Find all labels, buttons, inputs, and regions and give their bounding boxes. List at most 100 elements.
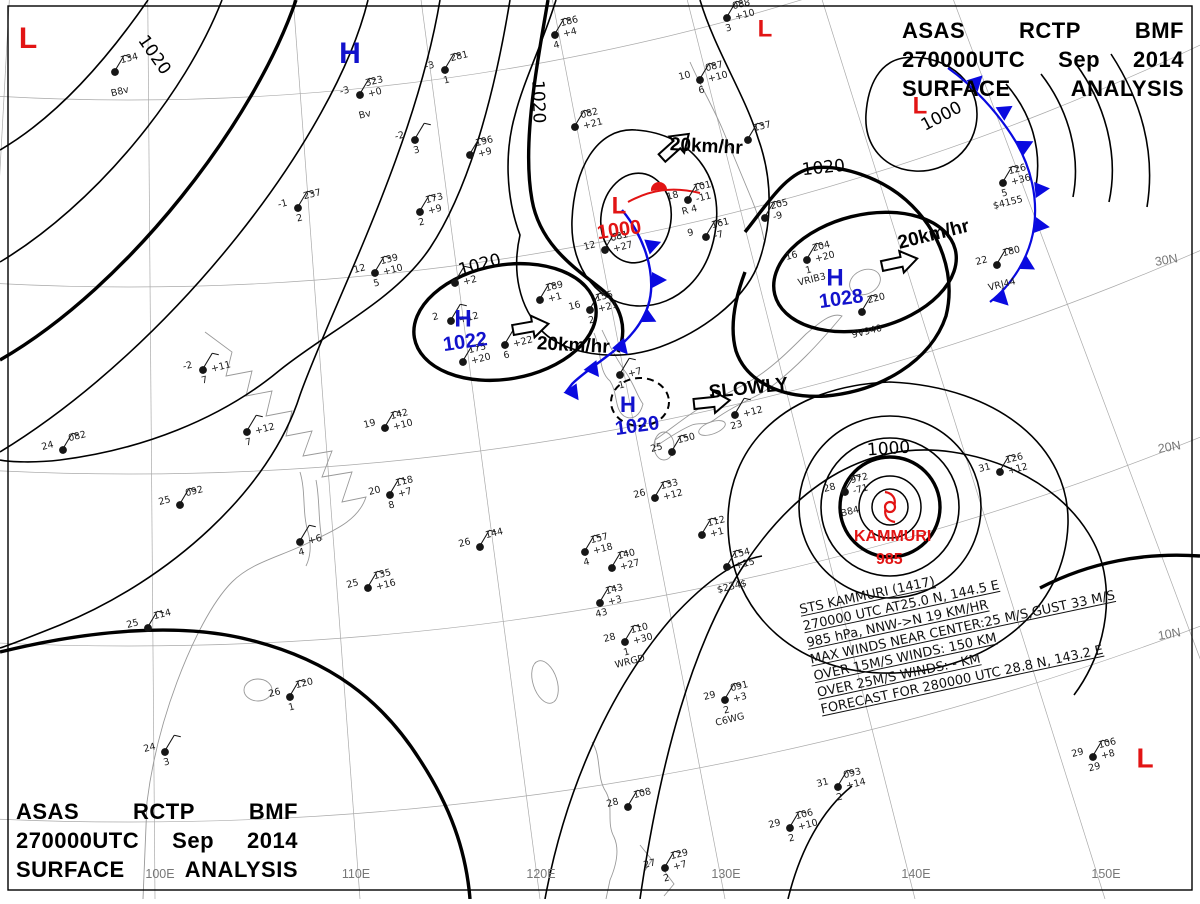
station-value: +10 bbox=[382, 262, 404, 278]
wind-barb-icon bbox=[620, 357, 636, 372]
station-plot: 196+9 bbox=[466, 134, 494, 160]
station-value: +12 bbox=[662, 487, 684, 503]
cold-front-triangle bbox=[583, 360, 600, 377]
map-border bbox=[7, 5, 1193, 891]
station-value: 155 bbox=[594, 289, 614, 304]
station-value: -3 bbox=[339, 85, 351, 98]
station-value: 16 bbox=[567, 299, 581, 313]
station-plot: 31 126+12 bbox=[977, 451, 1029, 477]
station-plot: 29 106+102 bbox=[767, 807, 819, 844]
station-circle-icon bbox=[616, 371, 624, 379]
station-value: 161 bbox=[710, 216, 730, 231]
motion-speed-label: 20km/hr bbox=[536, 333, 610, 358]
station-circle-icon bbox=[416, 208, 424, 216]
title-word: ASAS bbox=[16, 799, 80, 824]
typhoon-pressure-label: 985 bbox=[876, 551, 903, 568]
station-plot: 134 B8v bbox=[110, 51, 140, 99]
graticule-meridian bbox=[420, 0, 541, 900]
station-value: +36 bbox=[1010, 172, 1032, 188]
station-plot: 137 bbox=[744, 119, 772, 144]
station-circle-icon bbox=[243, 428, 251, 436]
station-value: 29 bbox=[1087, 761, 1101, 775]
station-circle-icon bbox=[696, 76, 704, 84]
wind-barb-icon bbox=[706, 219, 722, 234]
cold-front-triangles bbox=[563, 75, 1050, 401]
coastline-kyushu bbox=[653, 431, 675, 461]
station-circle-icon bbox=[761, 214, 769, 222]
station-value: 6 bbox=[502, 349, 511, 361]
station-value: 114 bbox=[152, 607, 172, 622]
station-value: +12 bbox=[742, 404, 764, 420]
station-circle-icon bbox=[834, 783, 842, 791]
station-value: 2 bbox=[835, 791, 844, 803]
station-value: +7 bbox=[627, 366, 643, 380]
station-value: B84 bbox=[840, 504, 861, 519]
typhoon-symbol bbox=[883, 490, 897, 524]
station-value: +20 bbox=[470, 351, 492, 367]
station-circle-icon bbox=[551, 31, 559, 39]
station-plot: 173+92 bbox=[416, 191, 444, 228]
wind-barb-icon bbox=[862, 294, 878, 309]
isobar bbox=[0, 628, 472, 900]
wind-barb-icon bbox=[605, 232, 621, 247]
station-value: 133 bbox=[659, 477, 679, 492]
station-value: 205 bbox=[769, 197, 789, 212]
station-circle-icon bbox=[651, 494, 659, 502]
wind-barb-icon bbox=[375, 255, 391, 270]
motion-arrow-icon bbox=[692, 389, 732, 415]
isobar-high-1028 bbox=[772, 210, 958, 334]
station-value: 1 bbox=[622, 646, 631, 658]
cold-front-triangle bbox=[644, 239, 662, 255]
wind-barb-icon bbox=[838, 769, 854, 784]
isobar-low-inner bbox=[599, 172, 673, 264]
title-word: BMF bbox=[1134, 18, 1184, 43]
wind-barb-icon bbox=[247, 414, 263, 429]
station-value: +0 bbox=[367, 86, 383, 100]
isobar bbox=[1005, 83, 1039, 187]
station-circle-icon bbox=[571, 123, 579, 131]
station-value: 9V940 bbox=[851, 323, 883, 341]
title-word: 2014 bbox=[1133, 47, 1184, 72]
station-value: R 4 bbox=[681, 203, 699, 217]
station-plot: 205-9 bbox=[761, 197, 789, 223]
station-value: 6 bbox=[697, 84, 706, 96]
station-circle-icon bbox=[586, 306, 594, 314]
station-value: B8v bbox=[110, 84, 131, 99]
station-value: 12 bbox=[352, 262, 366, 276]
coastline-hokkaido bbox=[849, 268, 881, 296]
cold-front-triangle bbox=[995, 105, 1013, 121]
station-value: +12 bbox=[458, 310, 480, 326]
station-value: 129 bbox=[669, 847, 689, 862]
station-value: 323 bbox=[364, 74, 384, 89]
station-value: -2 bbox=[182, 360, 194, 373]
cold-front-triangle bbox=[652, 272, 667, 288]
station-plot: 175+20 bbox=[459, 341, 492, 367]
station-value: 24 bbox=[40, 439, 54, 453]
station-value: 154 bbox=[731, 546, 751, 561]
isobar-value-label: 1020 bbox=[527, 80, 548, 124]
station-circle-icon bbox=[466, 151, 474, 159]
station-value: 2 bbox=[662, 872, 671, 884]
station-circle-icon bbox=[841, 488, 849, 496]
wind-barb-icon bbox=[180, 487, 196, 502]
wind-barb-icon bbox=[655, 480, 671, 495]
station-value: 4 bbox=[552, 39, 561, 51]
station-plot: 157+184 bbox=[581, 531, 614, 568]
latitude-label: 20N bbox=[1157, 438, 1182, 456]
station-value: +27 bbox=[619, 557, 641, 573]
station-circle-icon bbox=[996, 468, 1004, 476]
station-plot: 10 087+106 bbox=[677, 59, 729, 96]
station-value: 281 bbox=[449, 49, 469, 64]
wind-barb-icon bbox=[845, 474, 861, 489]
station-value: +27 bbox=[612, 239, 634, 255]
station-circle-icon bbox=[858, 308, 866, 316]
station-plot: -1 237 2 bbox=[277, 187, 323, 224]
station-value: +10 bbox=[392, 417, 414, 433]
wind-barb-icon bbox=[735, 397, 751, 412]
isobar bbox=[0, 0, 369, 453]
station-value: +6 bbox=[307, 533, 323, 547]
station-plot: 26 144 bbox=[457, 526, 504, 551]
station-value: -2 bbox=[394, 130, 406, 143]
